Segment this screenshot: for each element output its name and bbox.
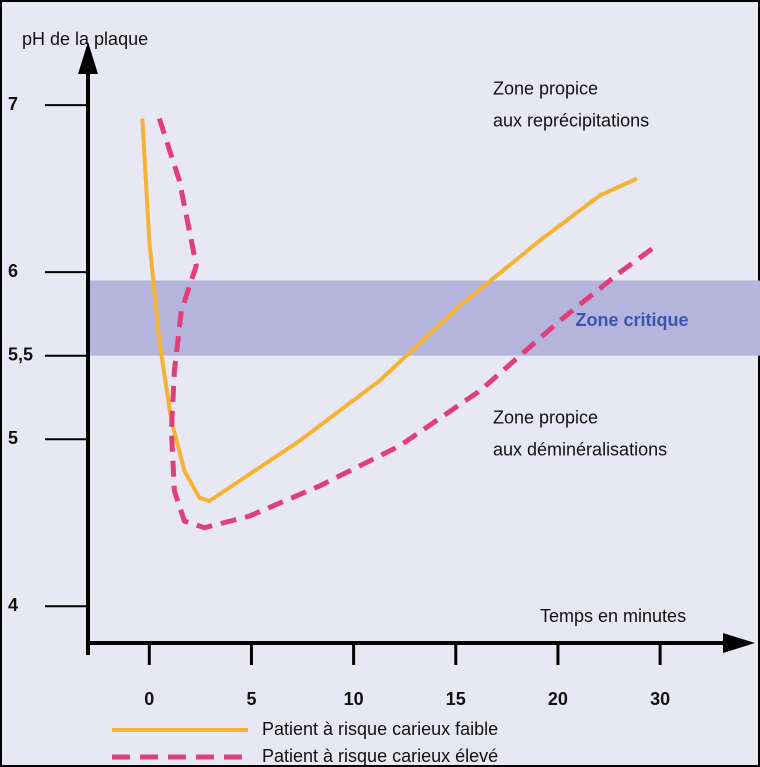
y-arrow — [78, 42, 98, 74]
series-line — [140, 118, 638, 503]
series-line — [156, 117, 654, 531]
y-tick-label: 6 — [8, 261, 18, 281]
annotation: aux déminéralisations — [493, 440, 667, 460]
y-axis-label: pH de la plaque — [22, 29, 148, 49]
legend-label: Patient à risque carieux faible — [262, 719, 498, 739]
y-tick-label: 4 — [8, 595, 18, 615]
x-tick-label: 0 — [144, 689, 154, 709]
critical-band — [88, 280, 760, 356]
legend-label: Patient à risque carieux élevé — [262, 746, 498, 766]
y-tick-label: 7 — [8, 94, 18, 114]
band-label: Zone critique — [575, 310, 688, 330]
annotation: aux reprécipitations — [493, 111, 649, 131]
x-tick-label: 30 — [650, 689, 670, 709]
x-tick-label: 20 — [548, 689, 568, 709]
band-layer — [88, 280, 760, 356]
x-tick-label: 10 — [344, 689, 364, 709]
annotation: Zone propice — [493, 408, 598, 428]
x-tick-label: 5 — [246, 689, 256, 709]
annotation: Zone propice — [493, 79, 598, 99]
y-tick-label: 5,5 — [8, 344, 33, 364]
x-arrow — [723, 633, 755, 653]
x-tick-label: 15 — [446, 689, 466, 709]
x-axis-label: Temps en minutes — [540, 606, 686, 626]
y-tick-label: 5 — [8, 428, 18, 448]
